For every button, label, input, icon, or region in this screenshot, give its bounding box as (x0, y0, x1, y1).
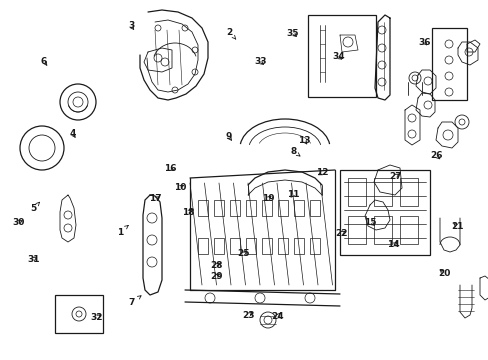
Text: 2: 2 (226, 28, 235, 39)
Text: 19: 19 (261, 194, 274, 203)
Bar (198, 238, 207, 254)
Bar (431, 28, 466, 100)
Text: 33: 33 (253, 57, 266, 66)
Text: 31: 31 (27, 255, 40, 264)
Text: 28: 28 (209, 261, 222, 270)
Bar (214, 200, 224, 216)
Text: 3: 3 (128, 22, 134, 31)
Text: 36: 36 (417, 38, 430, 47)
Text: 21: 21 (450, 221, 463, 230)
Bar (347, 216, 365, 244)
Text: 25: 25 (237, 249, 249, 258)
Text: 27: 27 (388, 172, 401, 181)
Bar (373, 178, 391, 206)
Bar (293, 238, 304, 254)
Bar (307, 15, 375, 97)
Text: 15: 15 (364, 218, 376, 227)
Text: 12: 12 (316, 168, 328, 177)
Bar (245, 238, 256, 254)
Text: 18: 18 (182, 208, 194, 217)
Text: 6: 6 (41, 57, 47, 66)
Text: 34: 34 (331, 52, 344, 61)
Text: 17: 17 (149, 194, 162, 203)
Text: 9: 9 (225, 132, 232, 141)
Bar (373, 216, 391, 244)
Text: 23: 23 (242, 310, 254, 320)
Bar (293, 200, 304, 216)
Bar (245, 200, 256, 216)
Text: 16: 16 (163, 164, 176, 173)
Bar (309, 200, 319, 216)
Text: 24: 24 (271, 311, 284, 320)
Text: 30: 30 (12, 218, 25, 227)
Text: 32: 32 (90, 313, 103, 322)
Bar (278, 238, 287, 254)
Text: 13: 13 (297, 136, 310, 145)
Text: 10: 10 (173, 183, 186, 192)
Bar (262, 238, 271, 254)
Text: 22: 22 (334, 229, 347, 238)
Text: 29: 29 (209, 272, 222, 281)
Bar (309, 238, 319, 254)
Text: 11: 11 (286, 190, 299, 199)
Bar (278, 200, 287, 216)
Text: 7: 7 (128, 296, 141, 307)
Bar (262, 200, 271, 216)
Text: 35: 35 (285, 29, 298, 37)
Bar (399, 178, 417, 206)
Text: 8: 8 (290, 147, 299, 156)
Bar (339, 170, 429, 255)
Text: 26: 26 (429, 151, 442, 160)
Text: 5: 5 (30, 202, 40, 213)
Bar (347, 178, 365, 206)
Bar (214, 238, 224, 254)
Bar (229, 238, 240, 254)
Bar (399, 216, 417, 244)
Text: 1: 1 (117, 225, 128, 237)
Bar (229, 200, 240, 216)
Bar (55, 295, 103, 333)
Bar (198, 200, 207, 216)
Text: 14: 14 (386, 240, 399, 249)
Text: 4: 4 (69, 129, 76, 138)
Text: 20: 20 (437, 269, 449, 278)
